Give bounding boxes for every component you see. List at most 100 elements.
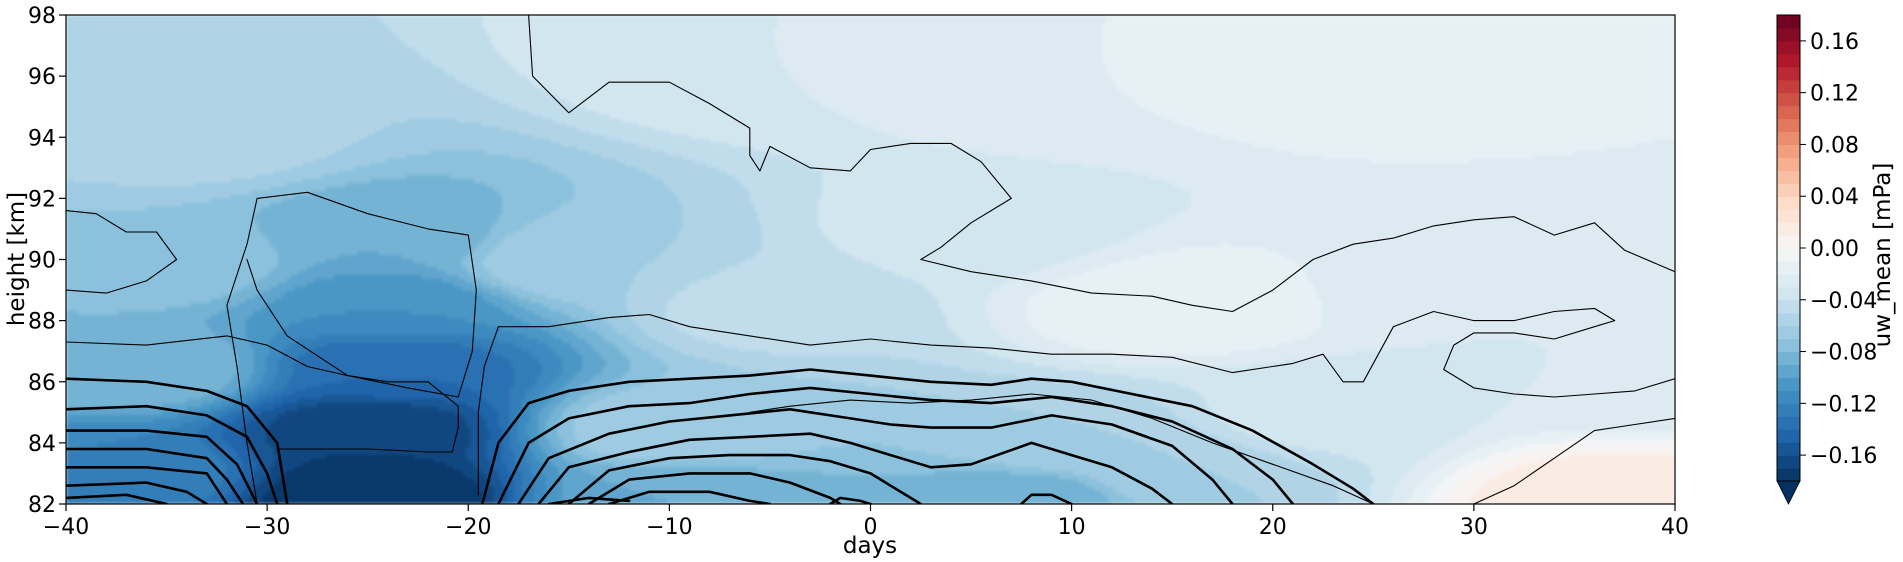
colorbar-tick-label: 0.08 xyxy=(1810,133,1859,158)
contour-line-6 xyxy=(1473,417,1675,504)
colorbar-tick-label: −0.16 xyxy=(1810,444,1877,469)
contour-line-13 xyxy=(66,493,168,504)
colorbar-tick-label: 0.16 xyxy=(1810,30,1859,55)
colorbar-band xyxy=(1777,312,1800,327)
contour-line-7 xyxy=(66,377,289,504)
contour-line-10 xyxy=(66,447,245,504)
y-tick-label: 96 xyxy=(28,65,56,90)
x-tick-label: −40 xyxy=(43,515,89,540)
colorbar-band xyxy=(1777,79,1800,94)
contour-line-0 xyxy=(66,210,178,294)
colorbar-band xyxy=(1777,183,1800,197)
colorbar-band xyxy=(1777,157,1800,171)
colorbar-band xyxy=(1777,416,1800,430)
colorbar-tick-label: 0.00 xyxy=(1810,237,1859,262)
colorbar-tick-label: −0.12 xyxy=(1810,392,1877,417)
x-tick-label: 0 xyxy=(864,515,878,540)
colorbar-band xyxy=(1777,27,1800,42)
contour-line-14 xyxy=(481,368,1375,504)
colorbar-bands xyxy=(1777,15,1800,482)
colorbar-band xyxy=(1777,455,1800,469)
colorbar-band xyxy=(1777,260,1800,275)
colorbar-band xyxy=(1777,325,1800,340)
y-tick-label: 86 xyxy=(28,371,56,396)
contour-line-11 xyxy=(66,466,229,504)
colorbar-band xyxy=(1777,92,1800,107)
colorbar-band xyxy=(1777,429,1800,443)
contour-line-16 xyxy=(517,408,1234,504)
colorbar-band xyxy=(1777,468,1800,482)
colorbar-band xyxy=(1777,351,1800,366)
colorbar-band xyxy=(1777,442,1800,456)
x-tick-label: 10 xyxy=(1058,515,1086,540)
contour-line-4 xyxy=(477,307,1675,496)
colorbar-label: uw_mean [mPa] xyxy=(1870,163,1896,348)
colorbar-band xyxy=(1777,222,1800,236)
plot-area xyxy=(65,14,1676,505)
contour-line-1 xyxy=(226,191,477,504)
colorbar-band xyxy=(1777,364,1800,379)
y-tick-label: 94 xyxy=(28,126,56,151)
x-tick-label: −10 xyxy=(646,515,692,540)
contour-line-23 xyxy=(829,496,872,504)
y-tick-label: 88 xyxy=(28,310,56,335)
x-tick-label: −30 xyxy=(244,515,290,540)
contour-line-15 xyxy=(497,386,1295,504)
colorbar-band xyxy=(1777,209,1800,223)
contour-line-18 xyxy=(567,453,923,504)
colorbar-band xyxy=(1777,390,1800,404)
colorbar-band xyxy=(1777,403,1800,417)
x-axis: −40 −30 −20 −10 0 10 20 30 40 xyxy=(43,504,1689,540)
x-tick-label: 30 xyxy=(1460,515,1488,540)
heatmap-field xyxy=(66,15,1675,504)
contour-line-8 xyxy=(66,404,279,504)
y-axis-label: height [km] xyxy=(4,192,30,326)
contour-line-5 xyxy=(749,393,1374,504)
contour-lines xyxy=(66,15,1675,504)
y-axis: 82 84 86 88 90 92 94 96 98 xyxy=(28,4,66,518)
contour-line-20 xyxy=(607,490,772,504)
x-tick-label: 20 xyxy=(1259,515,1287,540)
colorbar-band xyxy=(1777,144,1800,158)
colorbar-tick-label: 0.04 xyxy=(1810,185,1859,210)
colorbar-tick-label: −0.04 xyxy=(1810,289,1877,314)
colorbar-band xyxy=(1777,15,1800,29)
colorbar-tick-label: −0.08 xyxy=(1810,341,1877,366)
colorbar: −0.16 −0.12 −0.08 −0.04 0.00 0.04 0.08 0.12 0.16… xyxy=(1776,14,1896,505)
contour-line-9 xyxy=(66,429,259,504)
contour-line-17 xyxy=(537,432,1174,504)
contour-line-2 xyxy=(528,15,1675,313)
colorbar-band xyxy=(1777,196,1800,210)
colorbar-band xyxy=(1777,235,1800,249)
y-tick-label: 90 xyxy=(28,249,56,274)
colorbar-band xyxy=(1777,66,1800,81)
contour-line-19 xyxy=(587,472,842,504)
colorbar-tick-label: 0.12 xyxy=(1810,82,1859,107)
colorbar-band xyxy=(1777,299,1800,314)
colorbar-band xyxy=(1777,131,1800,146)
contour-line-22 xyxy=(1020,493,1073,504)
colorbar-extend-arrow xyxy=(1776,480,1801,505)
y-tick-label: 82 xyxy=(28,493,56,518)
colorbar-band xyxy=(1777,105,1800,120)
contour-line-21 xyxy=(547,496,631,504)
colorbar-band xyxy=(1777,286,1800,301)
colorbar-band xyxy=(1777,118,1800,133)
y-tick-label: 98 xyxy=(28,4,56,29)
colorbar-ticks: −0.16 −0.12 −0.08 −0.04 0.00 0.04 0.08 0.12 0.16 xyxy=(1800,30,1877,469)
x-tick-label: 40 xyxy=(1661,515,1689,540)
x-axis-label: days xyxy=(843,533,897,559)
contour-line-12 xyxy=(66,481,209,504)
colorbar-band xyxy=(1777,377,1800,391)
y-tick-label: 92 xyxy=(28,187,56,212)
colorbar-band xyxy=(1777,170,1800,184)
x-tick-label: −20 xyxy=(445,515,491,540)
colorbar-band xyxy=(1777,53,1800,68)
colorbar-band xyxy=(1777,273,1800,288)
contour-line-3 xyxy=(66,335,459,453)
colorbar-band xyxy=(1777,338,1800,353)
y-tick-label: 84 xyxy=(28,432,56,457)
colorbar-band xyxy=(1777,40,1800,55)
colorbar-band xyxy=(1777,248,1800,262)
